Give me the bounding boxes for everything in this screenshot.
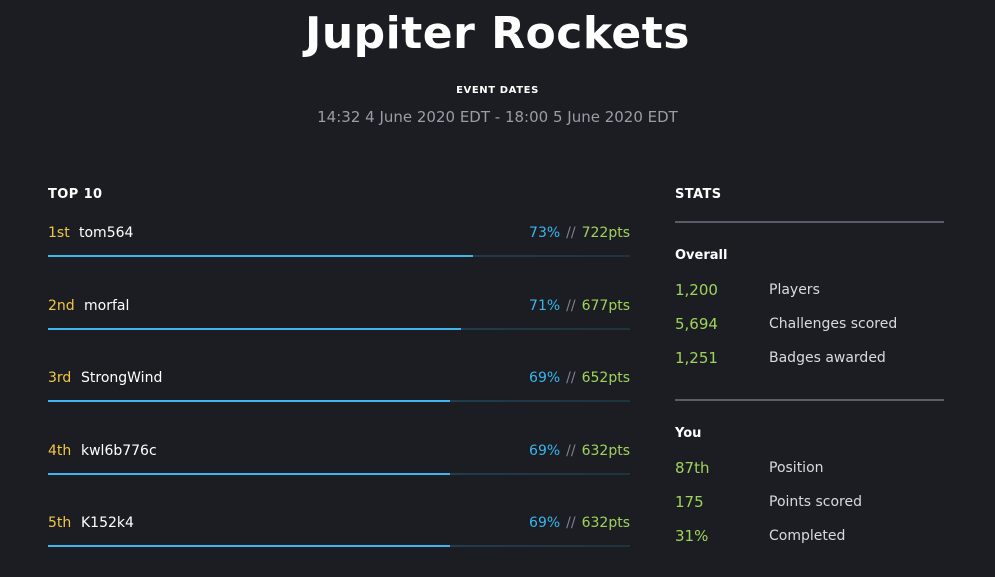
score-summary: 69% // 632pts: [529, 515, 630, 531]
stat-value: 1,200: [675, 281, 718, 299]
stats-heading: STATS: [675, 187, 722, 202]
completion-percent: 69%: [529, 515, 561, 531]
leaderboard-row-4[interactable]: 4th kwl6b776c 69% // 632pts: [48, 443, 630, 483]
player-name: StrongWind: [81, 370, 163, 386]
stat-label: Points scored: [769, 494, 863, 510]
points: 632pts: [581, 515, 630, 531]
event-dates: 14:32 4 June 2020 EDT - 18:00 5 June 202…: [317, 108, 678, 126]
player-name: morfal: [84, 298, 130, 314]
stat-row-challenges: 5,694 Challenges scored: [675, 315, 944, 335]
stat-row-completed: 31% Completed: [675, 527, 944, 547]
divider: [675, 399, 944, 401]
rank-label: 5th: [48, 515, 72, 531]
progress-fill: [48, 255, 473, 257]
points: 632pts: [581, 443, 630, 459]
stat-row-points: 175 Points scored: [675, 493, 944, 513]
player-name: tom564: [79, 225, 134, 241]
leaderboard-row-3[interactable]: 3rd StrongWind 69% // 652pts: [48, 370, 630, 410]
stat-row-badges: 1,251 Badges awarded: [675, 349, 944, 369]
rank-label: 2nd: [48, 298, 75, 314]
progress-fill: [48, 473, 450, 475]
leaderboard-row-5[interactable]: 5th K152k4 69% // 632pts: [48, 515, 630, 555]
separator: //: [566, 225, 576, 241]
stat-value: 87th: [675, 459, 710, 477]
progress-bar: [48, 328, 630, 330]
separator: //: [566, 515, 576, 531]
score-summary: 71% // 677pts: [529, 298, 630, 314]
separator: //: [566, 298, 576, 314]
stats-you-title: You: [675, 426, 702, 441]
separator: //: [566, 443, 576, 459]
points: 677pts: [581, 298, 630, 314]
leaderboard-row-2[interactable]: 2nd morfal 71% // 677pts: [48, 298, 630, 338]
player-name: K152k4: [81, 515, 134, 531]
stat-value: 5,694: [675, 315, 718, 333]
separator: //: [566, 370, 576, 386]
stat-label: Badges awarded: [769, 350, 886, 366]
progress-fill: [48, 545, 450, 547]
score-summary: 69% // 652pts: [529, 370, 630, 386]
divider: [675, 221, 944, 223]
event-dates-label: EVENT DATES: [456, 85, 539, 96]
leaderboard-row-1[interactable]: 1st tom564 73% // 722pts: [48, 225, 630, 265]
score-summary: 69% // 632pts: [529, 443, 630, 459]
stat-value: 1,251: [675, 349, 718, 367]
rank-label: 1st: [48, 225, 70, 241]
progress-bar: [48, 255, 630, 257]
stat-value: 175: [675, 493, 704, 511]
rank-label: 4th: [48, 443, 72, 459]
stat-label: Completed: [769, 528, 846, 544]
stat-row-position: 87th Position: [675, 459, 944, 479]
stats-overall-title: Overall: [675, 248, 728, 263]
event-title: Jupiter Rockets: [304, 8, 690, 59]
stat-label: Challenges scored: [769, 316, 898, 332]
completion-percent: 71%: [529, 298, 561, 314]
score-summary: 73% // 722pts: [529, 225, 630, 241]
progress-bar: [48, 545, 630, 547]
player-name: kwl6b776c: [81, 443, 157, 459]
stat-row-players: 1,200 Players: [675, 281, 944, 301]
completion-percent: 69%: [529, 443, 561, 459]
progress-fill: [48, 400, 450, 402]
stat-label: Position: [769, 460, 824, 476]
leaderboard-heading: TOP 10: [48, 187, 103, 202]
points: 652pts: [581, 370, 630, 386]
stat-value: 31%: [675, 527, 709, 545]
stat-label: Players: [769, 282, 820, 298]
progress-fill: [48, 328, 462, 330]
rank-label: 3rd: [48, 370, 72, 386]
completion-percent: 73%: [529, 225, 561, 241]
completion-percent: 69%: [529, 370, 561, 386]
progress-bar: [48, 400, 630, 402]
points: 722pts: [581, 225, 630, 241]
progress-bar: [48, 473, 630, 475]
